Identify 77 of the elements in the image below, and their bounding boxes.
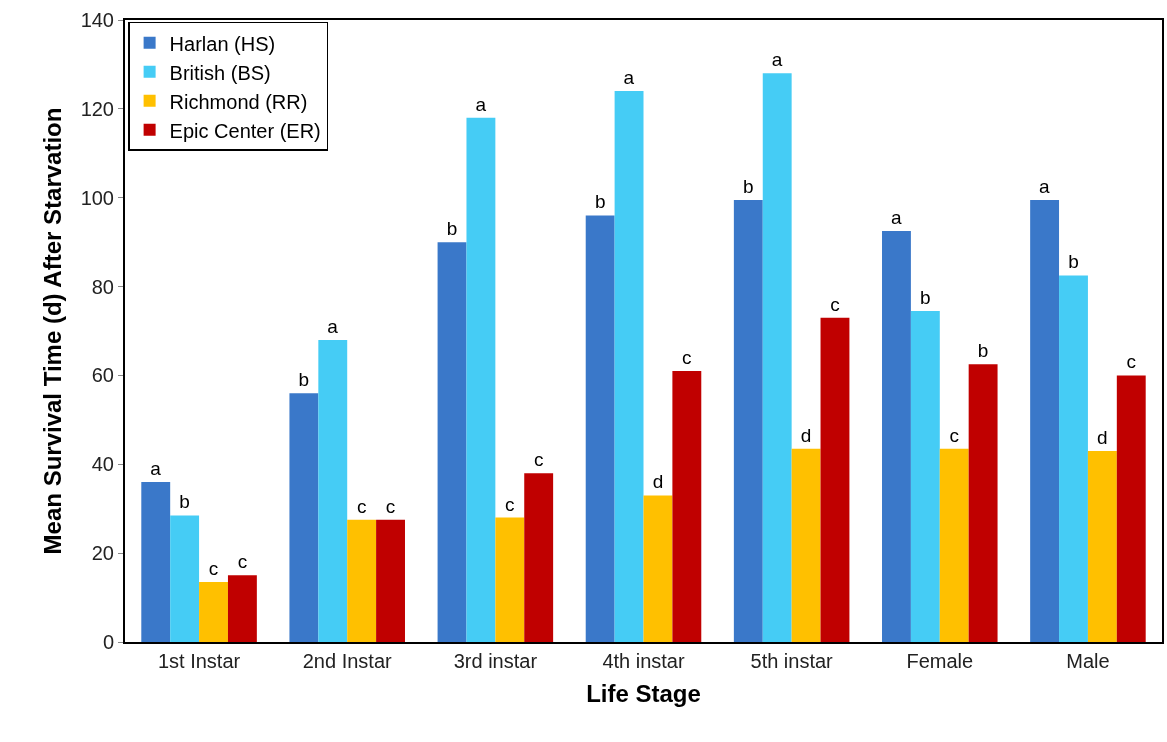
data-label: b: [977, 340, 989, 362]
bar: [289, 393, 319, 642]
y-tick-label: 20: [91, 542, 114, 565]
data-label: d: [652, 471, 664, 493]
bar: [495, 517, 525, 642]
bar: [882, 231, 911, 642]
bar: [170, 515, 200, 642]
data-label: b: [179, 491, 190, 513]
bar: [643, 495, 673, 642]
bar: [791, 448, 821, 642]
y-tick-label: 60: [91, 364, 114, 387]
y-tick-label: 0: [102, 631, 114, 653]
data-label: b: [298, 369, 310, 391]
data-label: b: [594, 191, 606, 213]
x-tick-label: Female: [906, 650, 974, 672]
data-label: c: [1126, 351, 1137, 373]
data-label: c: [682, 346, 692, 368]
data-label: c: [505, 493, 515, 515]
x-tick-label: 5th instar: [750, 650, 834, 672]
bar: [910, 311, 940, 642]
bar: [614, 91, 644, 642]
legend-label: Richmond (RR): [169, 90, 308, 113]
data-label: b: [1068, 251, 1079, 273]
bar: [227, 575, 257, 642]
data-label: c: [237, 551, 248, 573]
data-label: d: [800, 424, 812, 446]
y-tick-label: 140: [80, 9, 114, 31]
data-label: a: [475, 93, 487, 115]
data-label: b: [743, 175, 754, 197]
bar: [347, 519, 377, 642]
legend-label: Harlan (HS): [169, 32, 276, 55]
data-label: a: [890, 207, 902, 229]
bar: [762, 73, 792, 642]
bar: [939, 448, 969, 642]
bar: [672, 370, 702, 642]
data-label: a: [771, 49, 783, 71]
bar: [199, 582, 228, 642]
x-tick-label: Male: [1066, 650, 1110, 672]
bar: [1087, 450, 1117, 642]
x-tick-label: 3rd instar: [453, 650, 538, 672]
bar: [820, 317, 850, 642]
x-tick-label: 4th instar: [602, 650, 685, 672]
data-label: a: [327, 315, 339, 337]
x-tick-label: 2nd Instar: [302, 650, 393, 672]
legend-label: British (BS): [169, 61, 271, 84]
bar: [1030, 199, 1060, 642]
y-tick-label: 120: [80, 97, 114, 120]
x-axis-title: Life Stage: [586, 679, 701, 707]
bar: [524, 473, 554, 642]
data-label: c: [356, 495, 367, 517]
y-tick-label: 40: [91, 453, 114, 476]
data-label: b: [920, 287, 931, 309]
y-axis-title: Mean Survival Time (d) After Starvation: [39, 107, 67, 555]
data-label: d: [1097, 426, 1108, 448]
data-label: c: [208, 558, 219, 580]
bar: [376, 519, 405, 642]
bar: [141, 482, 171, 642]
data-label: c: [385, 495, 396, 517]
y-tick-label: 80: [91, 275, 114, 298]
data-label: a: [150, 458, 162, 480]
x-tick-label: 1st Instar: [157, 650, 241, 672]
bar: [733, 199, 763, 642]
data-label: b: [446, 218, 458, 240]
bar: [1116, 375, 1146, 642]
bar: [466, 117, 496, 642]
data-label: c: [830, 293, 840, 315]
data-label: c: [533, 449, 544, 471]
bar: [1059, 275, 1088, 642]
data-label: c: [949, 424, 959, 446]
bar: [318, 339, 348, 642]
y-tick-label: 100: [80, 186, 114, 209]
legend-label: Epic Center (ER): [169, 119, 321, 142]
data-label: a: [1039, 175, 1051, 197]
bar: [585, 215, 615, 642]
data-label: a: [623, 67, 635, 89]
bar: [437, 242, 467, 642]
bar: [968, 364, 998, 642]
